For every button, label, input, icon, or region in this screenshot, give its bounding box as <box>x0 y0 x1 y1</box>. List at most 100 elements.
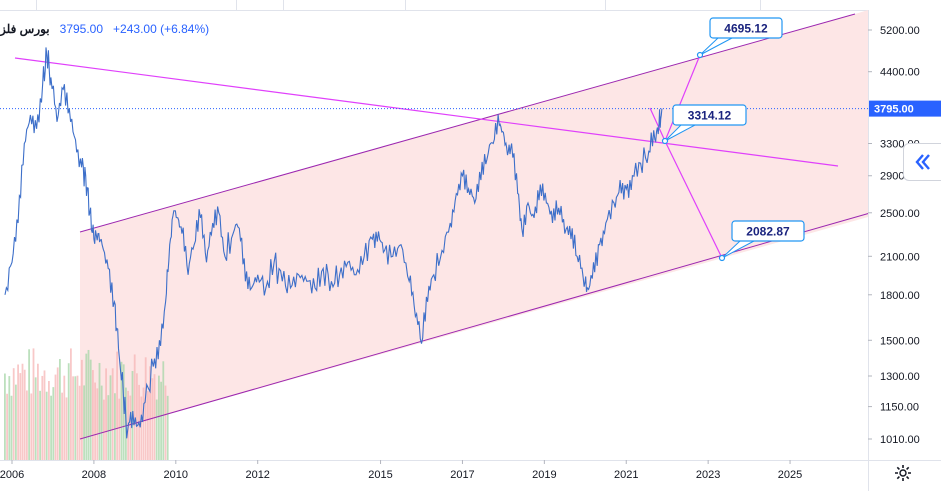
y-tick-label: 2500.00 <box>880 208 920 220</box>
last-price-tag-label: 3795.00 <box>874 104 914 116</box>
anchor-point[interactable] <box>718 254 726 262</box>
volume-bar <box>100 385 103 460</box>
volume-bar <box>151 378 154 460</box>
volume-bar <box>85 353 88 460</box>
volume-bar <box>45 391 48 460</box>
x-tick-label: 2017 <box>450 469 474 481</box>
volume-bar <box>78 385 81 460</box>
volume-bar <box>83 385 85 460</box>
volume-bar <box>72 376 74 460</box>
channel-fill <box>80 10 868 439</box>
volume-bar <box>105 368 107 460</box>
anchor-point[interactable] <box>696 51 704 59</box>
double-chevron-left-icon <box>915 154 930 170</box>
channel-upper-line[interactable] <box>79 13 856 233</box>
anchor-point[interactable] <box>661 137 669 145</box>
resistance-trendline[interactable] <box>14 57 839 167</box>
price-series-line <box>4 47 663 439</box>
volume-bar <box>94 382 96 460</box>
volume-bar <box>17 364 19 460</box>
price-axis-bg <box>868 10 941 460</box>
volume-bar <box>52 387 55 460</box>
callout-box <box>672 104 747 126</box>
annotation-3314[interactable]: 3314.12 <box>661 104 747 145</box>
volume-bar <box>15 384 17 460</box>
volume-bar <box>87 349 90 460</box>
volume-bar <box>8 376 11 460</box>
gear-icon[interactable] <box>893 463 913 483</box>
volume-bar <box>37 363 39 460</box>
volume-bar <box>107 395 110 460</box>
symbol-legend: بورس فلز 3795.00 +243.00 (+6.84%) <box>0 20 209 38</box>
volume-bar <box>12 368 15 460</box>
y-tick-label: 1010.00 <box>880 434 920 446</box>
price-change: +243.00 (+6.84%) <box>113 22 210 36</box>
callout-label: 3314.12 <box>688 109 732 123</box>
volume-bar <box>162 361 165 460</box>
volume-bar <box>133 354 136 460</box>
volume-bar <box>166 395 169 460</box>
volume-bar <box>28 349 30 460</box>
volume-bar <box>39 390 41 460</box>
volume-bar <box>74 376 77 460</box>
toolbar-divider <box>36 0 37 10</box>
volume-bar <box>160 381 162 460</box>
volume-bar <box>67 363 70 460</box>
last-price: 3795.00 <box>59 22 104 36</box>
volume-bar <box>142 387 145 460</box>
x-tick-label: 2025 <box>778 469 802 481</box>
volume-bar <box>76 375 79 460</box>
volume-bar <box>41 375 44 460</box>
annotation-2082[interactable]: 2082.87 <box>718 220 805 262</box>
y-tick-label: 1150.00 <box>880 402 919 414</box>
callout-label: 2082.87 <box>746 225 790 239</box>
volume-bar <box>114 393 116 460</box>
volume-bar <box>10 395 13 460</box>
x-tick-label: 2006 <box>0 469 24 481</box>
volume-bar <box>129 395 132 460</box>
symbol-name[interactable]: بورس فلز <box>0 22 50 36</box>
volume-bar <box>153 374 156 460</box>
volume-bar <box>54 374 57 460</box>
callout-label: 4695.12 <box>724 22 768 36</box>
projection-down-line[interactable] <box>664 140 723 259</box>
x-tick-label: 2019 <box>532 469 556 481</box>
volume-bar <box>43 370 46 460</box>
volume-bar <box>48 381 50 460</box>
scroll-to-realtime-button[interactable] <box>903 143 941 181</box>
volume-bar <box>155 399 158 460</box>
volume-bar <box>6 393 8 460</box>
toolbar-divider <box>236 0 237 10</box>
x-tick-label: 2021 <box>614 469 638 481</box>
volume-bar <box>111 368 114 460</box>
volume-bar <box>120 361 123 460</box>
volume-bar <box>50 395 52 460</box>
volume-bar <box>34 377 37 460</box>
x-tick-label: 2008 <box>82 469 106 481</box>
toolbar-divider <box>405 0 406 10</box>
volume-bar <box>140 396 143 460</box>
volume-bar <box>19 373 22 460</box>
volume-bar <box>26 390 28 460</box>
volume-bar <box>21 363 24 460</box>
volume-bar <box>149 366 151 460</box>
x-tick-label: 2012 <box>245 469 269 481</box>
volume-bar <box>65 397 68 460</box>
callout-box <box>731 220 805 242</box>
y-tick-label: 1500.00 <box>880 335 920 347</box>
volume-bar <box>23 369 26 460</box>
volume-bar <box>158 375 160 460</box>
volume-bar <box>92 370 94 460</box>
volume-bar <box>144 357 147 460</box>
y-tick-label: 2100.00 <box>880 251 920 263</box>
x-tick-label: 2010 <box>164 469 188 481</box>
volume-bar <box>164 385 167 460</box>
volume-bar <box>116 351 118 460</box>
volume-bar <box>32 348 35 460</box>
annotation-4695[interactable]: 4695.12 <box>696 17 783 59</box>
toolbar-divider <box>283 0 284 10</box>
channel-lower-line[interactable] <box>79 212 871 440</box>
last-price-tag <box>869 100 941 117</box>
